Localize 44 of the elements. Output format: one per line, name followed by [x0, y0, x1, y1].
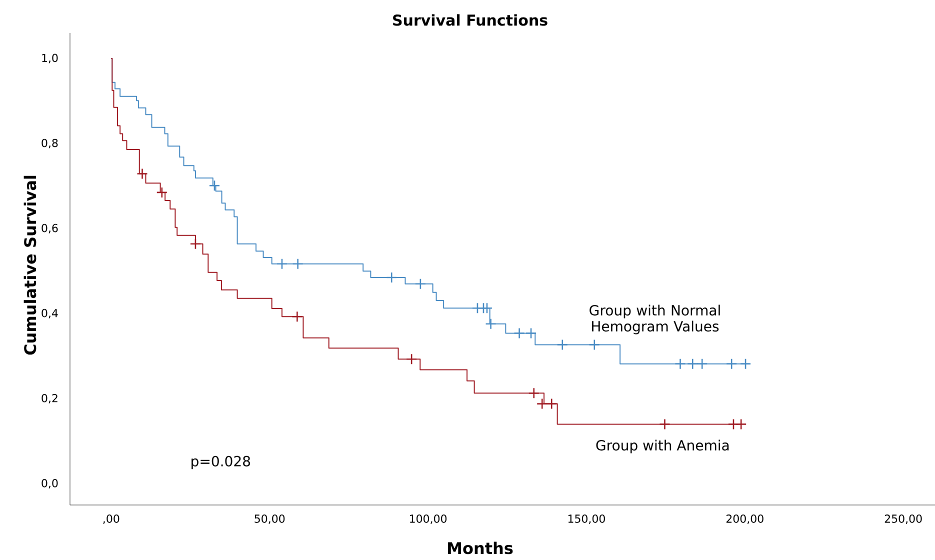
point	[674, 358, 686, 370]
point	[514, 328, 525, 339]
point	[190, 238, 202, 250]
x-axis-title: Months	[448, 542, 513, 554]
point	[414, 278, 426, 290]
y-tick-label: 0,4	[42, 308, 58, 318]
x-tick-label: 50,00	[254, 514, 285, 524]
x-tick-label: 200,00	[726, 514, 764, 524]
x-tick-label: ,00	[103, 514, 120, 524]
point	[136, 168, 148, 180]
point	[528, 388, 540, 399]
point	[588, 339, 600, 350]
y-axis-title: Cumulative Survival	[24, 176, 36, 355]
point	[292, 310, 303, 322]
x-tick-label: 150,00	[568, 514, 605, 524]
series-label: Group with Normal Hemogram Values	[590, 304, 720, 334]
annotation: p=0.028	[192, 456, 250, 470]
x-tick-label: 100,00	[410, 514, 447, 524]
series-label: Group with Anemia	[596, 440, 729, 454]
point	[726, 358, 738, 370]
point	[740, 358, 752, 370]
point	[292, 258, 304, 270]
y-tick-label: 0,0	[42, 479, 58, 488]
x-tick-label: 250,00	[884, 514, 922, 524]
point	[481, 302, 493, 314]
point	[556, 339, 568, 350]
point	[659, 418, 670, 430]
point	[536, 398, 548, 410]
point	[686, 358, 698, 370]
point	[735, 418, 747, 430]
point	[208, 180, 220, 192]
point	[485, 318, 496, 330]
point	[546, 398, 558, 410]
point	[386, 272, 398, 284]
y-tick-label: 0,2	[42, 394, 58, 404]
chart-title: Survival Functions	[393, 14, 548, 26]
point	[406, 353, 418, 365]
point	[276, 258, 288, 270]
point	[525, 328, 537, 339]
y-tick-label: 0,6	[42, 224, 58, 234]
y-tick-label: 0,8	[42, 138, 58, 148]
y-tick-label: 1,0	[42, 54, 58, 64]
point	[696, 358, 708, 370]
point	[156, 186, 168, 198]
